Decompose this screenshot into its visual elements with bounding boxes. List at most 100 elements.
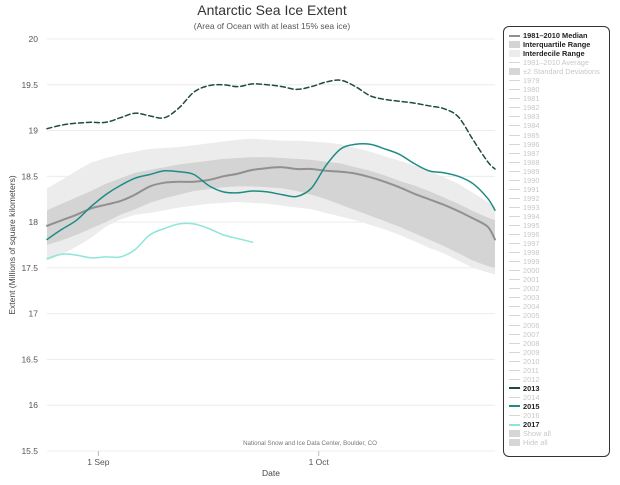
legend-item[interactable]: 1983	[509, 112, 609, 121]
y-axis-ticks: 15.5 16 16.5 17 17.5 18 18.5 19 19.5 20	[21, 34, 38, 456]
legend-item[interactable]: 1981	[509, 94, 609, 103]
legend-item[interactable]: 1986	[509, 140, 609, 149]
legend-item[interactable]: Interquartile Range	[509, 40, 609, 49]
legend-item[interactable]: 2003	[509, 293, 609, 302]
legend-label: 1995	[523, 221, 540, 230]
legend-line-marker	[509, 225, 520, 226]
legend-label: 1999	[523, 257, 540, 267]
legend-label: ±2 Standard Deviations	[523, 67, 600, 77]
legend-item[interactable]: Interdecile Range	[509, 49, 609, 58]
legend-label: 2015	[523, 401, 540, 411]
legend-item[interactable]: 2017	[509, 420, 609, 429]
legend-line-marker	[509, 297, 520, 299]
legend-item[interactable]: 2011	[509, 366, 609, 375]
legend-label: 2010	[523, 356, 540, 366]
legend-line-marker	[509, 369, 520, 371]
legend-label: 1991	[523, 184, 540, 194]
chart-title: Antarctic Sea Ice Extent	[197, 2, 347, 18]
legend-line-marker	[509, 215, 520, 217]
legend-item[interactable]: 1979	[509, 76, 609, 85]
legend-swatch	[509, 439, 520, 447]
legend-line-marker	[509, 197, 520, 199]
legend-item[interactable]: 2016	[509, 411, 609, 420]
legend-label: 1983	[523, 112, 540, 122]
legend-line-marker	[509, 351, 520, 353]
legend-label: 2008	[523, 338, 540, 348]
legend: 1981–2010 Median Interquartile Range Inter…	[503, 26, 610, 457]
chart-subtitle: (Area of Ocean with at least 15% sea ice…	[194, 21, 351, 31]
legend-label: 2002	[523, 284, 540, 294]
legend-item[interactable]: ±2 Standard Deviations	[509, 67, 609, 76]
legend-label: 2009	[523, 347, 540, 357]
credit-text: National Snow and Ice Data Center, Bould…	[243, 440, 377, 447]
legend-label: 1981–2010 Median	[523, 31, 588, 41]
legend-item[interactable]: 1991	[509, 185, 609, 194]
legend-label: 1988	[523, 157, 540, 167]
legend-item[interactable]: 2012	[509, 375, 609, 384]
legend-item[interactable]: 2007	[509, 330, 609, 339]
legend-label: 1982	[523, 103, 540, 113]
legend-item[interactable]: Hide all	[509, 438, 609, 447]
legend-line-marker	[509, 279, 520, 281]
legend-item[interactable]: 1989	[509, 167, 609, 176]
legend-item[interactable]: 1981–2010 Average	[509, 58, 609, 67]
legend-item[interactable]: 2004	[509, 302, 609, 311]
legend-line-marker	[509, 170, 520, 172]
legend-label: 1986	[523, 139, 540, 149]
legend-line-marker	[509, 315, 520, 317]
legend-item[interactable]: 1985	[509, 131, 609, 140]
legend-item[interactable]: 1981–2010 Median	[509, 31, 609, 40]
legend-item[interactable]: 1995	[509, 221, 609, 230]
legend-line-marker	[509, 270, 520, 272]
legend-label: 1985	[523, 130, 540, 140]
legend-item[interactable]: 2009	[509, 348, 609, 357]
legend-item[interactable]: 2015	[509, 402, 609, 411]
legend-item[interactable]: 2008	[509, 339, 609, 348]
legend-item[interactable]: 1987	[509, 149, 609, 158]
legend-item[interactable]: 2002	[509, 284, 609, 293]
legend-item[interactable]: 1980	[509, 85, 609, 94]
interquartile-band	[47, 157, 495, 268]
legend-line-marker	[509, 206, 520, 208]
y-tick-label: 18.5	[21, 171, 38, 181]
legend-item[interactable]: 1988	[509, 158, 609, 167]
legend-item[interactable]: 2014	[509, 393, 609, 402]
legend-item[interactable]: 1990	[509, 176, 609, 185]
legend-item[interactable]: 1992	[509, 194, 609, 203]
legend-label: 1989	[523, 166, 540, 176]
legend-item[interactable]: 2006	[509, 321, 609, 330]
legend-item[interactable]: Show all	[509, 429, 609, 438]
legend-label: 1990	[523, 175, 540, 185]
legend-item[interactable]: 1997	[509, 239, 609, 248]
legend-label: 2004	[523, 302, 540, 312]
legend-line-marker	[509, 152, 520, 154]
y-tick-label: 20	[29, 34, 39, 44]
legend-item[interactable]: 1998	[509, 248, 609, 257]
legend-item[interactable]: 2010	[509, 357, 609, 366]
legend-item[interactable]: 1999	[509, 257, 609, 266]
legend-label: 2006	[523, 320, 540, 330]
legend-line-marker	[509, 333, 520, 335]
legend-item[interactable]: 2000	[509, 266, 609, 275]
legend-line-marker	[509, 107, 520, 109]
legend-line-marker	[509, 378, 520, 380]
legend-label: 2005	[523, 311, 540, 321]
legend-label: 2012	[523, 374, 540, 384]
legend-item[interactable]: 1993	[509, 203, 609, 212]
legend-item[interactable]: 1984	[509, 121, 609, 130]
legend-item[interactable]: 1982	[509, 103, 609, 112]
legend-line-marker	[509, 414, 520, 416]
legend-line-marker	[509, 161, 520, 163]
legend-label: 1980	[523, 85, 540, 95]
legend-item[interactable]: 2001	[509, 275, 609, 284]
legend-line-marker	[509, 234, 520, 236]
legend-item[interactable]: 1994	[509, 212, 609, 221]
y-tick-label: 16.5	[21, 354, 38, 364]
legend-item[interactable]: 1996	[509, 230, 609, 239]
legend-label: 2000	[523, 266, 540, 276]
x-axis-label: Date	[262, 468, 280, 478]
y-tick-label: 19	[29, 126, 39, 136]
legend-item[interactable]: 2013	[509, 384, 609, 393]
legend-item[interactable]: 2005	[509, 311, 609, 320]
